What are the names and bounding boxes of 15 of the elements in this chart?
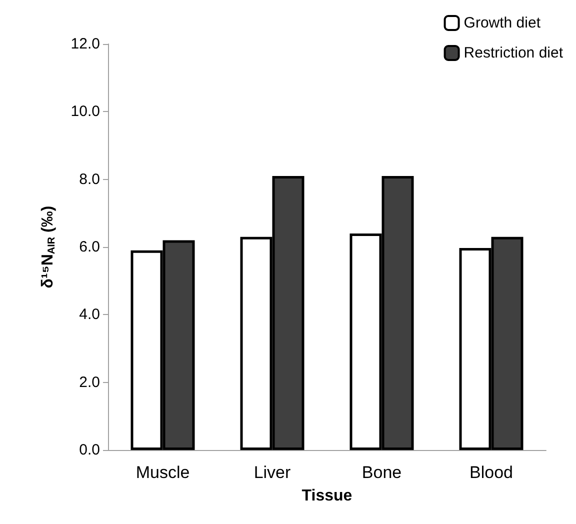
y-tick-label: 8.0	[79, 170, 100, 188]
y-tick-label: 4.0	[79, 306, 100, 324]
x-axis-title: Tissue	[302, 488, 352, 504]
x-tick-label: Bone	[362, 463, 402, 482]
y-axis-title: δ¹⁵NAIR (‰)	[40, 206, 58, 288]
x-tick-label: Liver	[254, 463, 292, 482]
x-tick-label: Blood	[470, 463, 513, 482]
legend-label: Growth diet	[464, 14, 542, 32]
y-tick-label: 10.0	[70, 103, 100, 120]
y-tick-label: 6.0	[79, 238, 100, 256]
legend-label: Restriction diet	[464, 44, 564, 62]
y-tick-label: 12.0	[70, 36, 100, 52]
x-tick-label: Muscle	[136, 463, 190, 482]
y-tick-label: 2.0	[79, 374, 100, 391]
y-tick-label: 0.0	[79, 442, 100, 458]
